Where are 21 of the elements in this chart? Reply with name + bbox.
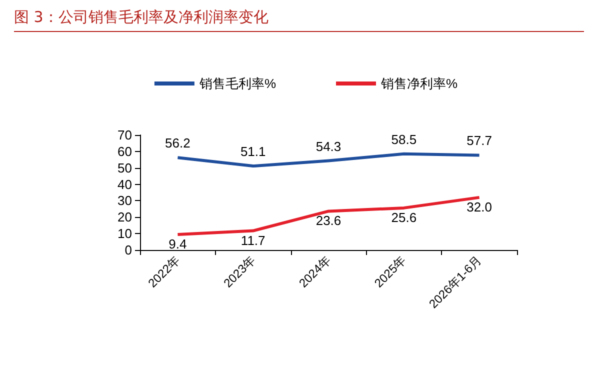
data-label: 56.2 bbox=[165, 136, 190, 151]
data-label: 9.4 bbox=[168, 236, 187, 252]
y-tick-label: 70 bbox=[118, 128, 132, 142]
y-tick-label: 20 bbox=[118, 210, 132, 225]
legend-label: 销售毛利率% bbox=[198, 76, 276, 91]
y-tick-label: 10 bbox=[118, 226, 132, 242]
data-label: 57.7 bbox=[466, 133, 492, 148]
y-tick-label: 0 bbox=[124, 242, 132, 258]
chart-title: 图 3：公司销售毛利率及净利润率变化 bbox=[14, 8, 584, 32]
data-label: 11.7 bbox=[240, 232, 266, 248]
y-tick-label: 30 bbox=[118, 193, 132, 208]
data-label: 25.6 bbox=[391, 210, 417, 225]
data-label: 51.1 bbox=[240, 144, 266, 160]
legend-label: 销售净利率% bbox=[380, 76, 458, 91]
data-label: 58.5 bbox=[391, 132, 417, 147]
y-tick-label: 60 bbox=[118, 144, 132, 159]
data-label: 54.3 bbox=[316, 138, 342, 154]
data-label: 32.0 bbox=[466, 199, 492, 214]
y-tick-label: 40 bbox=[118, 176, 132, 192]
y-tick-label: 50 bbox=[118, 160, 132, 176]
data-label: 23.6 bbox=[316, 213, 342, 228]
